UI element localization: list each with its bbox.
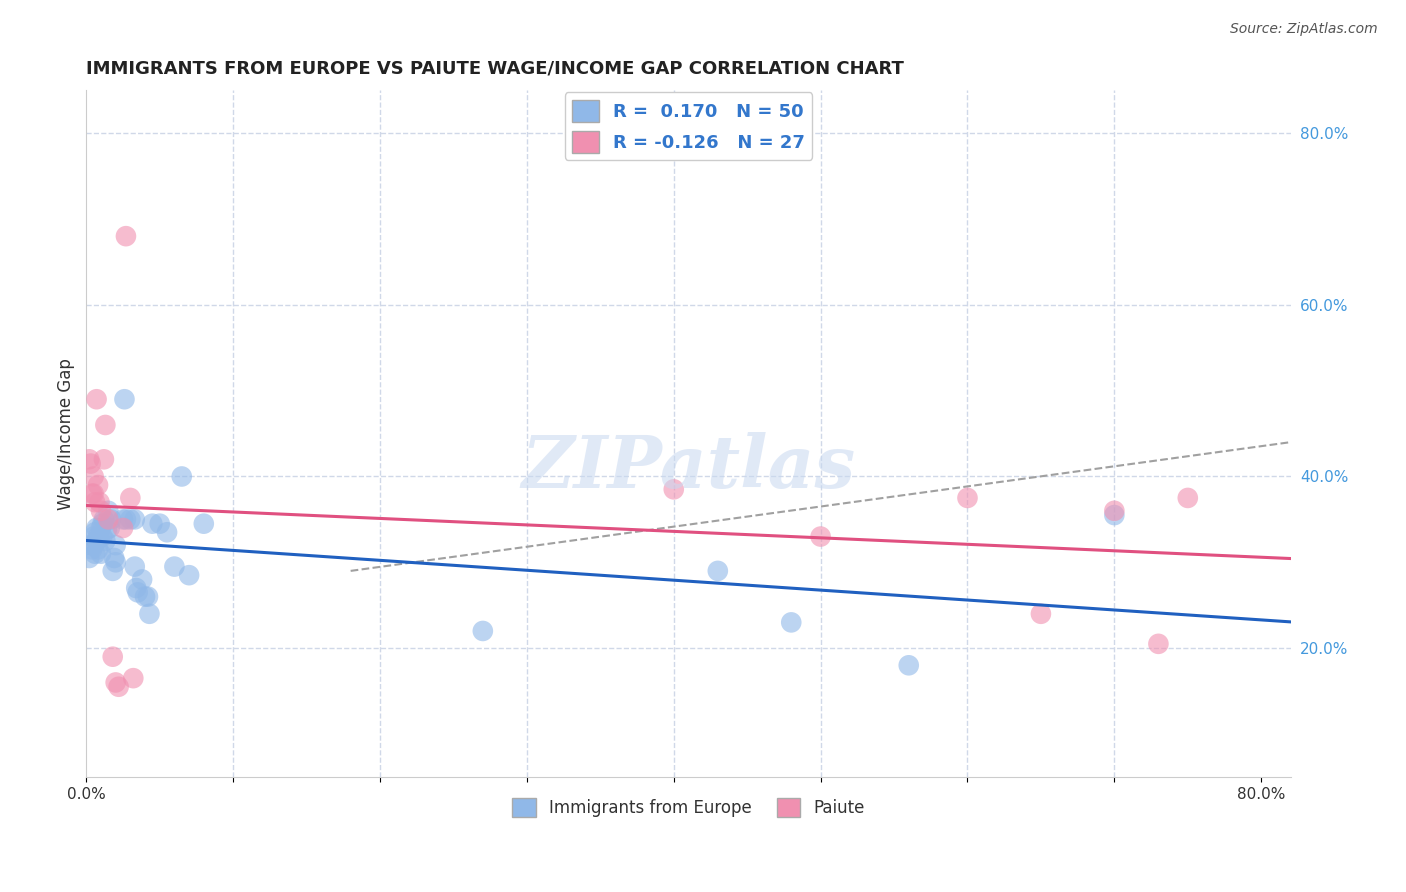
Point bbox=[84, 547, 107, 561]
Legend: Immigrants from Europe, Paiute: Immigrants from Europe, Paiute bbox=[506, 791, 872, 823]
Point bbox=[124, 559, 146, 574]
Point bbox=[94, 417, 117, 432]
Point bbox=[125, 581, 148, 595]
Point bbox=[91, 530, 114, 544]
Point bbox=[193, 516, 215, 531]
Point bbox=[149, 516, 172, 531]
Point bbox=[98, 521, 121, 535]
Point bbox=[1147, 637, 1170, 651]
Point bbox=[103, 551, 125, 566]
Point bbox=[1104, 504, 1126, 518]
Point bbox=[101, 649, 124, 664]
Point bbox=[156, 525, 179, 540]
Point bbox=[107, 680, 129, 694]
Point bbox=[136, 590, 159, 604]
Point bbox=[111, 512, 134, 526]
Point bbox=[897, 658, 920, 673]
Point bbox=[104, 675, 127, 690]
Text: IMMIGRANTS FROM EUROPE VS PAIUTE WAGE/INCOME GAP CORRELATION CHART: IMMIGRANTS FROM EUROPE VS PAIUTE WAGE/IN… bbox=[86, 60, 904, 78]
Point bbox=[87, 542, 110, 557]
Point bbox=[810, 530, 832, 544]
Point bbox=[120, 491, 142, 505]
Point bbox=[134, 590, 156, 604]
Point bbox=[96, 523, 118, 537]
Text: ZIPatlas: ZIPatlas bbox=[522, 433, 855, 503]
Point bbox=[84, 525, 107, 540]
Point bbox=[90, 521, 112, 535]
Point bbox=[141, 516, 163, 531]
Point bbox=[89, 495, 111, 509]
Point bbox=[93, 452, 115, 467]
Point bbox=[86, 392, 108, 407]
Point bbox=[115, 229, 138, 244]
Point bbox=[90, 547, 112, 561]
Point bbox=[84, 495, 107, 509]
Point bbox=[1177, 491, 1199, 505]
Text: Source: ZipAtlas.com: Source: ZipAtlas.com bbox=[1230, 22, 1378, 37]
Point bbox=[93, 512, 115, 526]
Point bbox=[707, 564, 730, 578]
Point bbox=[83, 469, 105, 483]
Point bbox=[87, 478, 110, 492]
Point bbox=[131, 573, 153, 587]
Point bbox=[115, 512, 138, 526]
Point bbox=[86, 521, 108, 535]
Point bbox=[82, 486, 104, 500]
Point bbox=[77, 452, 100, 467]
Point bbox=[86, 533, 108, 548]
Point bbox=[87, 530, 110, 544]
Point bbox=[97, 512, 120, 526]
Point bbox=[124, 512, 146, 526]
Point bbox=[94, 533, 117, 548]
Point bbox=[90, 504, 112, 518]
Point bbox=[101, 564, 124, 578]
Point bbox=[138, 607, 160, 621]
Point bbox=[83, 538, 105, 552]
Point bbox=[111, 521, 134, 535]
Point bbox=[1029, 607, 1052, 621]
Point bbox=[100, 512, 122, 526]
Point bbox=[97, 504, 120, 518]
Point bbox=[114, 392, 136, 407]
Point bbox=[77, 551, 100, 566]
Point bbox=[780, 615, 803, 630]
Point bbox=[177, 568, 200, 582]
Point bbox=[1104, 508, 1126, 522]
Point bbox=[82, 542, 104, 557]
Point bbox=[80, 457, 103, 471]
Point bbox=[91, 516, 114, 531]
Point bbox=[89, 531, 111, 545]
Point bbox=[662, 483, 685, 497]
Point bbox=[170, 469, 193, 483]
Point bbox=[104, 538, 127, 552]
Point bbox=[471, 624, 494, 638]
Y-axis label: Wage/Income Gap: Wage/Income Gap bbox=[58, 358, 75, 509]
Point bbox=[120, 512, 142, 526]
Point bbox=[956, 491, 979, 505]
Point bbox=[127, 585, 149, 599]
Point bbox=[83, 530, 105, 544]
Point bbox=[122, 671, 145, 685]
Point bbox=[104, 555, 127, 569]
Point bbox=[83, 486, 105, 500]
Point bbox=[163, 559, 186, 574]
Point bbox=[80, 538, 103, 552]
